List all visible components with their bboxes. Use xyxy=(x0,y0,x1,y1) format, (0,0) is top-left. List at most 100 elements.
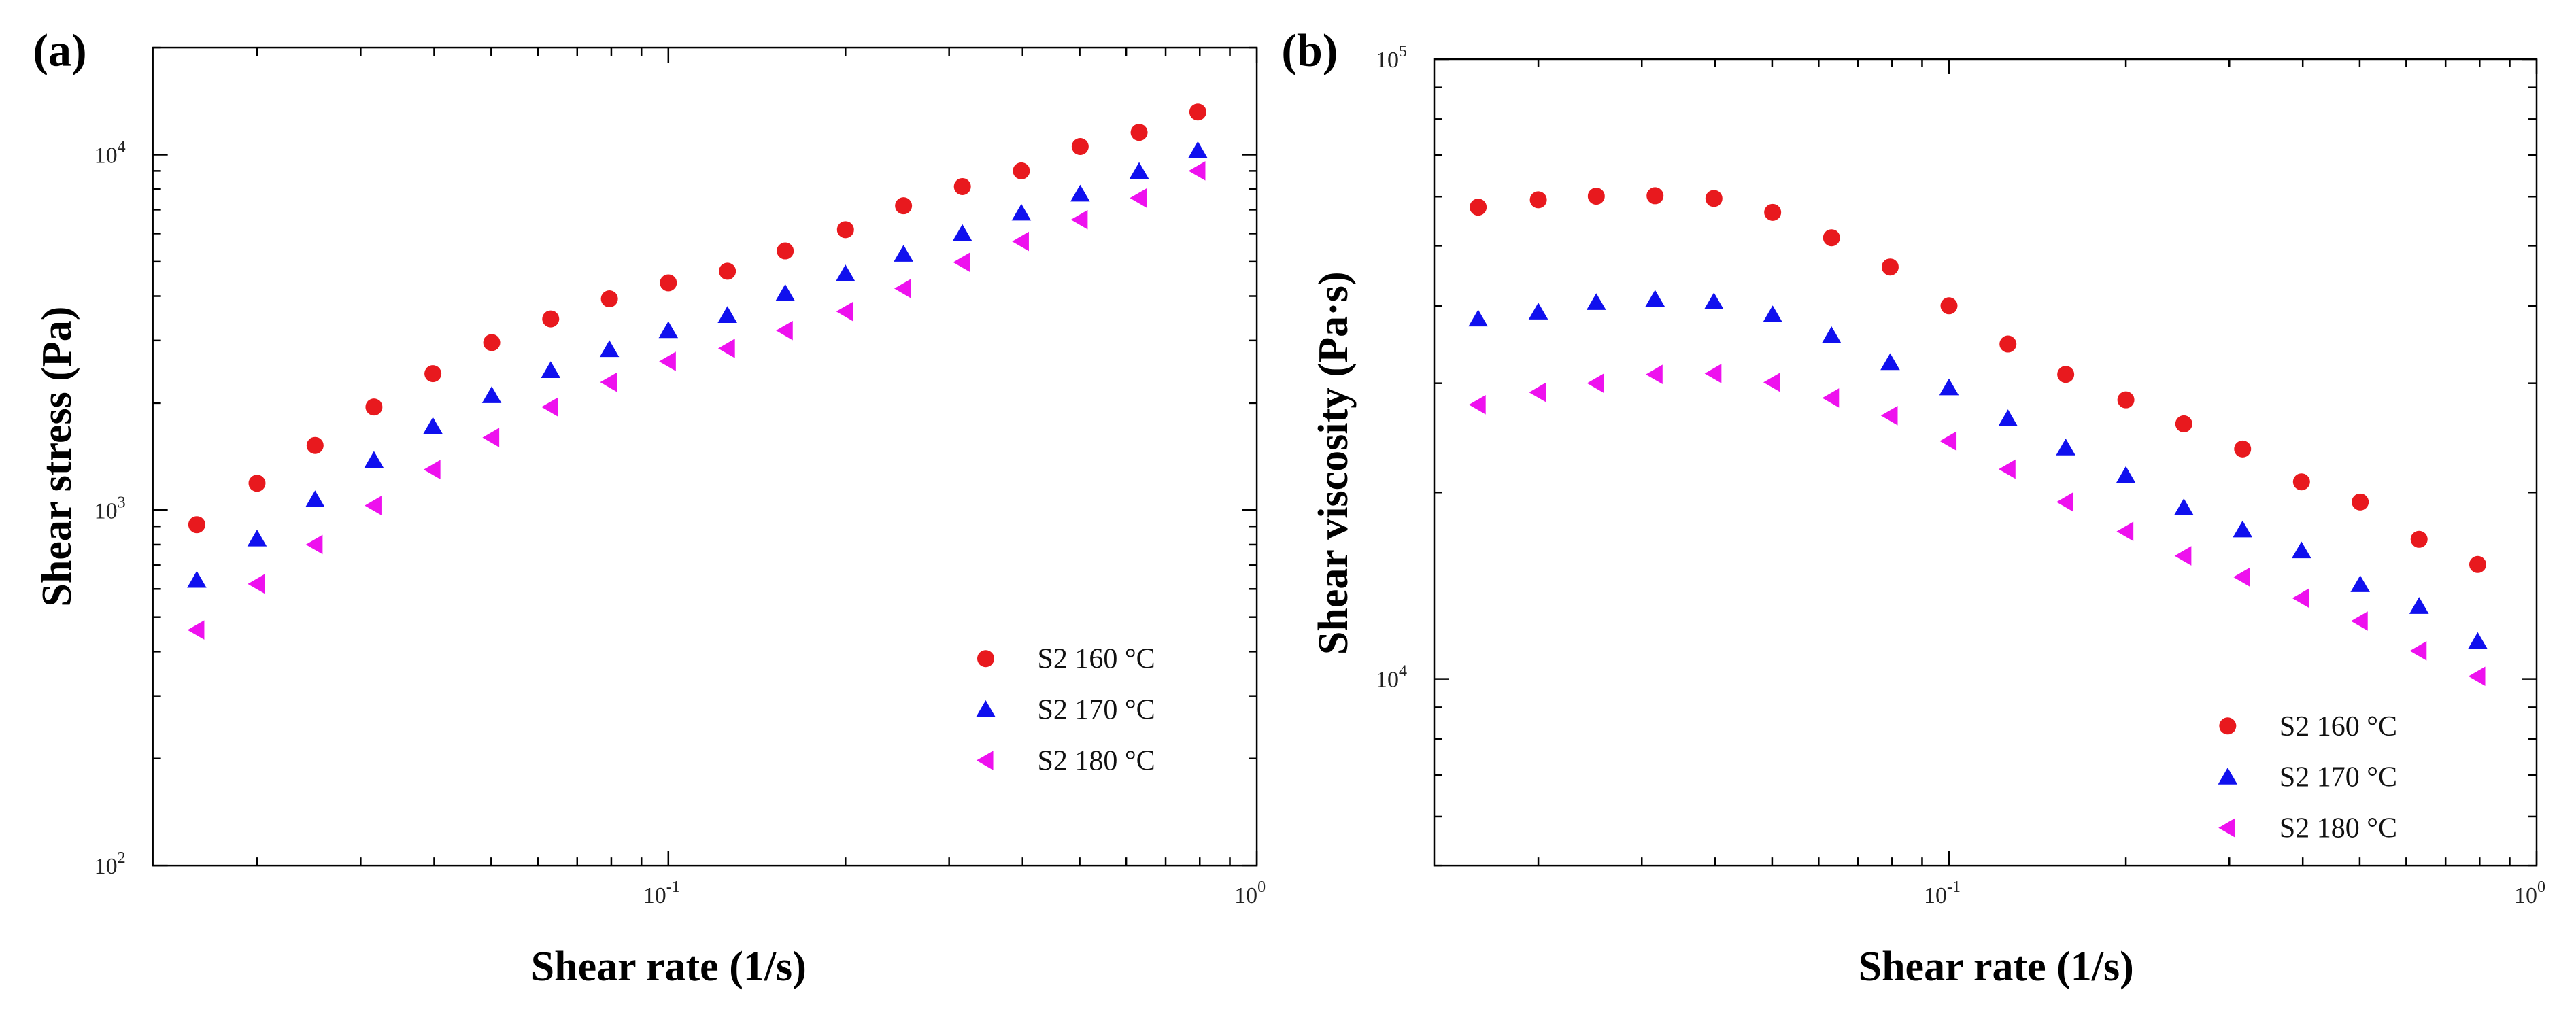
data-point xyxy=(423,460,441,480)
data-point xyxy=(952,224,972,241)
y-axis-title: Shear stress (Pa) xyxy=(34,307,80,607)
data-point xyxy=(2116,466,2136,483)
data-point xyxy=(2292,541,2311,559)
data-point xyxy=(305,534,323,555)
data-point xyxy=(248,475,266,492)
data-point xyxy=(719,262,736,280)
data-point xyxy=(2468,632,2488,649)
data-point xyxy=(2292,473,2310,491)
data-point xyxy=(2469,555,2486,573)
data-point xyxy=(2056,439,2075,456)
y-tick-label: 104 xyxy=(95,138,126,168)
x-tick-label: 10-1 xyxy=(1924,878,1961,908)
data-point xyxy=(247,529,267,547)
x-tick-label: 100 xyxy=(2514,878,2545,908)
y-axis-title: Shear viscosity (Pa·s) xyxy=(1310,271,1357,655)
data-point xyxy=(2116,521,2134,541)
y-tick-label: 103 xyxy=(95,494,126,523)
data-point xyxy=(2352,493,2369,511)
data-point xyxy=(1468,309,1488,327)
data-point xyxy=(2057,366,2075,383)
data-point xyxy=(1012,231,1029,252)
data-point xyxy=(2234,440,2252,458)
legend-label: S2 160 °C xyxy=(1037,644,1155,675)
x-tick-label: 10-1 xyxy=(643,878,680,908)
data-point xyxy=(953,252,970,273)
data-point xyxy=(717,306,737,323)
data-point xyxy=(2409,597,2429,614)
data-point xyxy=(599,340,620,358)
data-point xyxy=(1587,373,1604,393)
data-point xyxy=(424,365,442,383)
data-point xyxy=(1071,138,1089,156)
data-point xyxy=(1468,394,1486,415)
data-point xyxy=(187,620,205,640)
data-point xyxy=(1070,209,1088,230)
data-point xyxy=(187,570,207,588)
data-point xyxy=(1821,326,1842,343)
data-point xyxy=(1013,162,1030,179)
data-point xyxy=(836,221,854,239)
legend: S2 160 °C S2 170 °C S2 180 °C xyxy=(976,644,1155,777)
data-point xyxy=(1529,382,1546,402)
data-point xyxy=(1822,388,1840,408)
data-point xyxy=(188,516,205,534)
panel-a: 10-1 100 102 103 104 (a) Shear rate (1/s) Shear… xyxy=(33,24,1266,991)
series-s2-180-c xyxy=(1468,364,2486,687)
data-point xyxy=(1646,187,1664,205)
data-point xyxy=(1130,124,1148,141)
data-point xyxy=(542,310,560,328)
data-point xyxy=(482,428,500,447)
data-point xyxy=(836,301,853,322)
y-tick-label: 105 xyxy=(1376,43,1407,73)
data-point xyxy=(365,398,383,416)
data-point xyxy=(365,496,382,515)
data-point xyxy=(1528,303,1548,320)
data-point xyxy=(481,386,502,403)
data-point xyxy=(423,417,443,434)
data-point xyxy=(1646,364,1663,385)
data-point xyxy=(1764,203,1782,221)
data-point xyxy=(2410,530,2428,548)
legend-label: S2 180 °C xyxy=(2280,813,2397,844)
data-point xyxy=(1999,335,2017,353)
legend: S2 160 °C S2 170 °C S2 180 °C xyxy=(2218,711,2397,844)
data-point xyxy=(1529,191,1547,209)
x-axis-title: Shear rate (1/s) xyxy=(1859,944,2134,990)
data-point xyxy=(953,177,971,195)
data-point xyxy=(1188,141,1208,158)
data-point xyxy=(1188,161,1206,181)
data-point xyxy=(1763,305,1782,322)
data-point xyxy=(894,245,913,262)
data-point xyxy=(660,274,677,292)
legend-label: S2 180 °C xyxy=(1037,746,1155,777)
series-s2-170-c xyxy=(1468,290,2488,649)
data-point xyxy=(1880,406,1898,426)
data-point xyxy=(1587,293,1606,310)
data-point xyxy=(1470,199,1487,216)
data-point xyxy=(777,242,794,260)
data-point xyxy=(1939,431,1957,451)
data-point xyxy=(2175,415,2192,432)
data-point xyxy=(306,436,324,454)
data-point xyxy=(1763,373,1780,392)
panel-label: (a) xyxy=(33,24,86,76)
data-point xyxy=(248,574,265,594)
data-point xyxy=(2233,520,2253,538)
legend-label: S2 170 °C xyxy=(2280,762,2397,793)
series-s2-160-c xyxy=(188,103,1206,534)
legend-marker xyxy=(976,751,994,770)
data-point xyxy=(2117,391,2135,409)
series-s2-160-c xyxy=(1470,187,2486,573)
data-point xyxy=(1823,229,1840,247)
data-point xyxy=(2409,641,2427,661)
data-point xyxy=(1130,188,1147,208)
data-point xyxy=(2056,492,2073,512)
data-point xyxy=(1881,258,1899,276)
data-point xyxy=(2468,666,2486,687)
data-point xyxy=(718,339,735,358)
data-point xyxy=(1587,188,1605,205)
data-point xyxy=(1704,364,1722,383)
data-point xyxy=(1070,184,1090,202)
